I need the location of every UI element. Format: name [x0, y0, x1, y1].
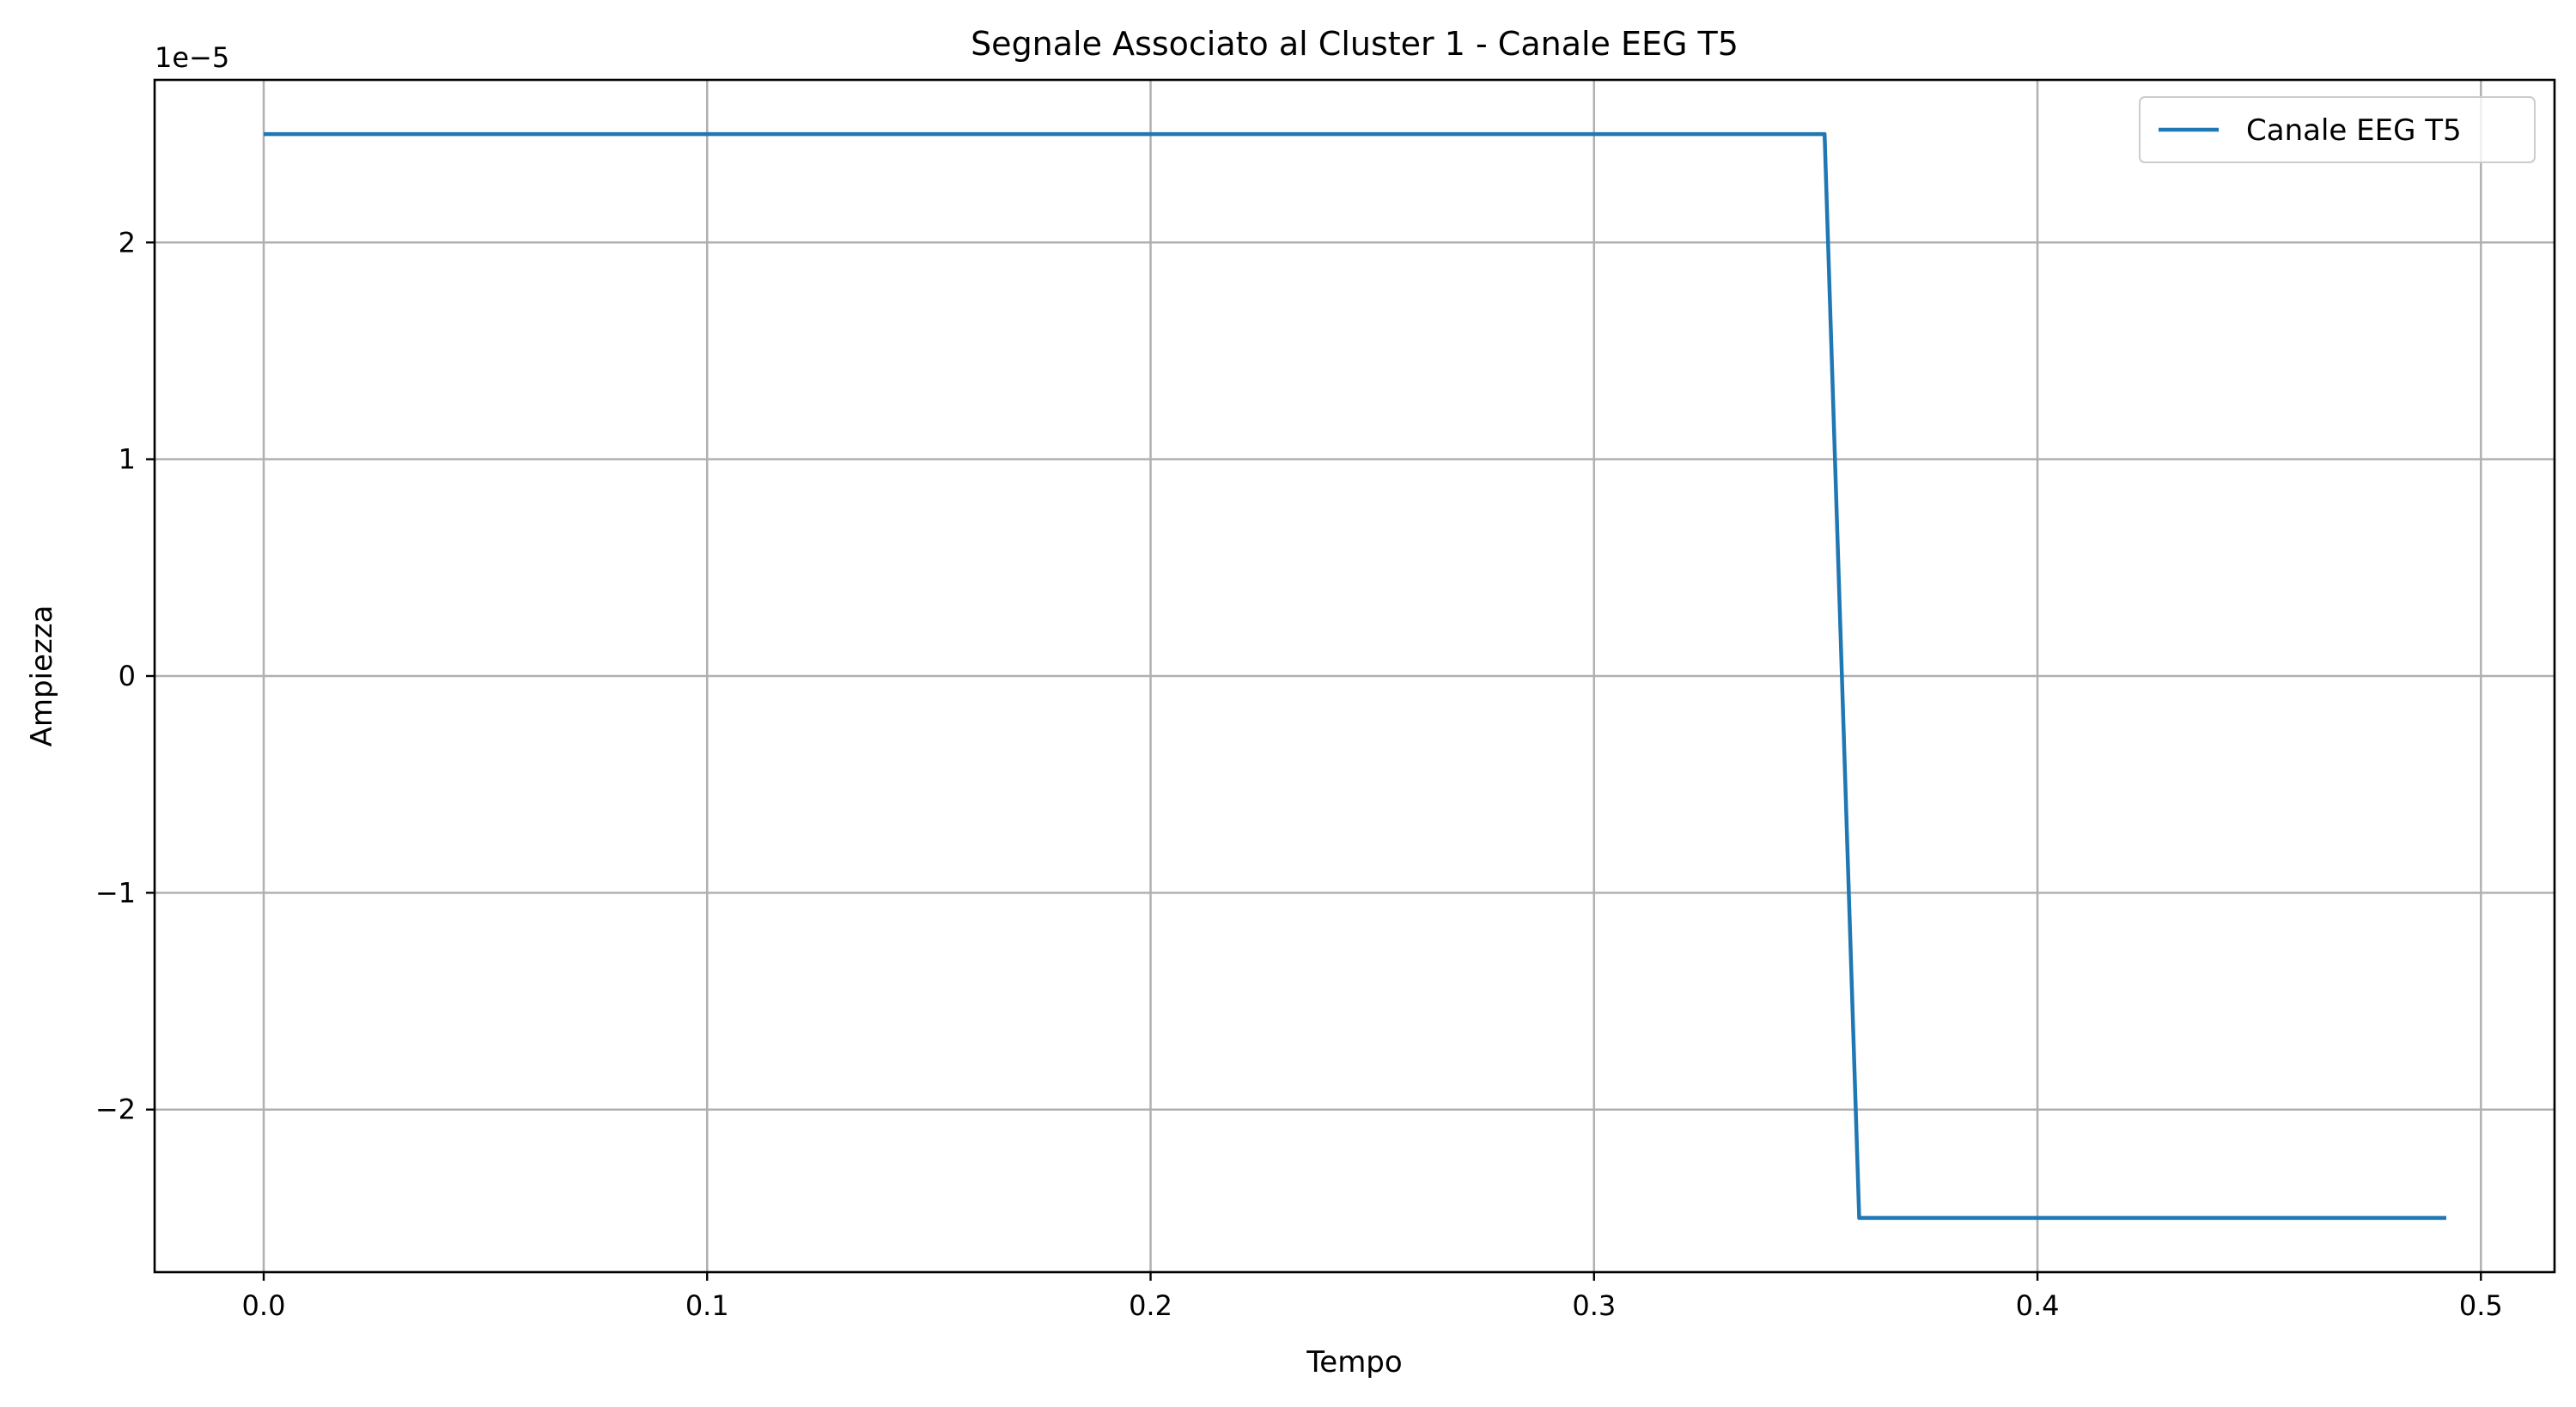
y-tick-label: 1	[119, 443, 136, 476]
x-tick-label: 0.5	[2459, 1289, 2503, 1322]
x-tick-label: 0.2	[1129, 1289, 1172, 1322]
y-axis-offset-label: 1e−5	[155, 41, 229, 74]
x-tick-label: 0.3	[1572, 1289, 1616, 1322]
x-tick-label: 0.4	[2016, 1289, 2060, 1322]
x-tick-label: 0.0	[242, 1289, 286, 1322]
x-axis-label: Tempo	[1306, 1345, 1402, 1380]
chart-title: Segnale Associato al Cluster 1 - Canale …	[971, 25, 1739, 63]
y-axis-ticks: −2 −1 0 1 2	[95, 226, 155, 1126]
x-tick-label: 0.1	[685, 1289, 729, 1322]
grid-lines	[155, 80, 2555, 1272]
series-layer	[264, 131, 2446, 1221]
y-tick-label: 2	[119, 226, 136, 259]
series-line	[264, 131, 2446, 1221]
y-tick-label: −2	[95, 1093, 136, 1126]
y-tick-label: −1	[95, 876, 136, 909]
legend-label: Canale EEG T5	[2246, 113, 2462, 148]
legend: Canale EEG T5	[2139, 96, 2536, 163]
y-axis-label: Ampiezza	[25, 606, 59, 747]
y-tick-label: 0	[119, 660, 136, 692]
legend-box	[2139, 96, 2536, 163]
x-axis-ticks: 0.0 0.1 0.2 0.3 0.4 0.5	[242, 1272, 2503, 1322]
